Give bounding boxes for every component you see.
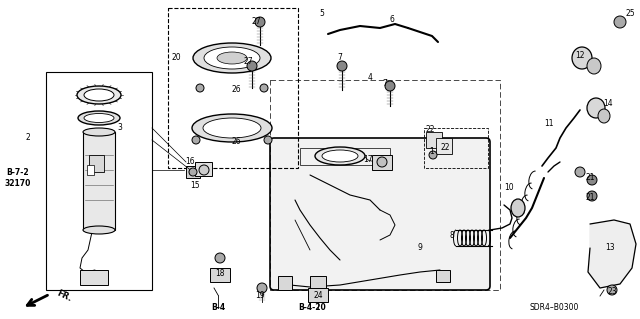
Text: 8: 8 (450, 232, 454, 241)
Text: 23: 23 (607, 287, 617, 296)
Text: 22: 22 (440, 144, 450, 152)
Text: 26: 26 (231, 85, 241, 94)
Text: 17: 17 (363, 155, 373, 165)
Ellipse shape (587, 98, 605, 118)
Text: 20: 20 (171, 54, 181, 63)
Text: 21: 21 (585, 194, 595, 203)
Bar (87, 165, 94, 175)
Bar (436, 138, 452, 154)
Ellipse shape (192, 114, 272, 142)
Ellipse shape (217, 52, 247, 64)
Text: 27: 27 (251, 18, 261, 26)
Circle shape (199, 165, 209, 175)
Text: 22: 22 (425, 125, 435, 135)
Text: 25: 25 (625, 10, 635, 19)
Text: 3: 3 (118, 123, 122, 132)
Text: 6: 6 (390, 16, 394, 25)
Bar (89, 155, 104, 172)
Bar (80, 270, 108, 285)
Text: 10: 10 (504, 183, 514, 192)
Text: 11: 11 (544, 120, 554, 129)
Circle shape (385, 81, 395, 91)
Bar (436, 270, 450, 282)
Circle shape (607, 285, 617, 295)
Text: 21: 21 (585, 174, 595, 182)
Text: 14: 14 (603, 100, 613, 108)
Text: B-4: B-4 (211, 303, 225, 313)
Bar (186, 166, 200, 178)
Bar (278, 276, 292, 290)
Text: 2: 2 (26, 133, 30, 143)
Circle shape (575, 167, 585, 177)
Circle shape (264, 136, 272, 144)
Bar (270, 80, 500, 290)
Bar (46, 72, 152, 290)
Circle shape (192, 136, 200, 144)
Ellipse shape (204, 47, 260, 69)
Bar (168, 8, 298, 168)
Text: 27: 27 (243, 57, 253, 66)
Ellipse shape (203, 118, 261, 138)
Bar (195, 162, 212, 176)
Bar (308, 288, 328, 302)
Ellipse shape (84, 114, 114, 122)
Circle shape (429, 151, 437, 159)
Bar (83, 132, 115, 230)
Circle shape (189, 168, 197, 176)
Text: 15: 15 (190, 182, 200, 190)
Circle shape (257, 283, 267, 293)
Circle shape (587, 191, 597, 201)
Circle shape (260, 84, 268, 92)
Text: 18: 18 (215, 270, 225, 278)
Bar (300, 148, 390, 165)
Circle shape (587, 175, 597, 185)
Polygon shape (588, 220, 636, 288)
Ellipse shape (78, 111, 120, 125)
Circle shape (614, 16, 626, 28)
Bar (426, 132, 442, 148)
Text: FR.: FR. (55, 289, 73, 303)
Circle shape (215, 253, 225, 263)
Text: SDR4–B0300: SDR4–B0300 (530, 303, 579, 313)
Text: B-7-2
32170: B-7-2 32170 (5, 168, 31, 188)
Text: 7: 7 (383, 79, 387, 88)
Circle shape (255, 17, 265, 27)
Text: 13: 13 (605, 243, 615, 253)
Text: B-4-20: B-4-20 (298, 303, 326, 313)
FancyBboxPatch shape (270, 138, 490, 290)
Bar (310, 276, 326, 290)
Text: 16: 16 (185, 158, 195, 167)
Ellipse shape (598, 109, 610, 123)
Circle shape (247, 61, 257, 71)
Text: 1: 1 (429, 147, 435, 157)
Ellipse shape (587, 58, 601, 74)
Ellipse shape (315, 147, 365, 165)
Ellipse shape (84, 89, 114, 101)
Text: 24: 24 (313, 292, 323, 300)
Circle shape (377, 157, 387, 167)
Text: 19: 19 (255, 292, 265, 300)
Ellipse shape (511, 199, 525, 217)
Ellipse shape (572, 47, 592, 69)
Text: 26: 26 (231, 137, 241, 146)
Ellipse shape (83, 128, 115, 136)
Text: 4: 4 (367, 73, 372, 83)
Text: 7: 7 (337, 54, 342, 63)
Circle shape (337, 61, 347, 71)
Ellipse shape (83, 226, 115, 234)
Ellipse shape (322, 150, 358, 162)
Text: 9: 9 (417, 243, 422, 253)
Ellipse shape (77, 86, 121, 104)
Text: 12: 12 (575, 51, 585, 61)
Bar (210, 268, 230, 282)
Circle shape (196, 84, 204, 92)
Text: 5: 5 (319, 10, 324, 19)
Ellipse shape (193, 43, 271, 73)
Bar (372, 155, 392, 170)
Bar (424, 128, 488, 168)
